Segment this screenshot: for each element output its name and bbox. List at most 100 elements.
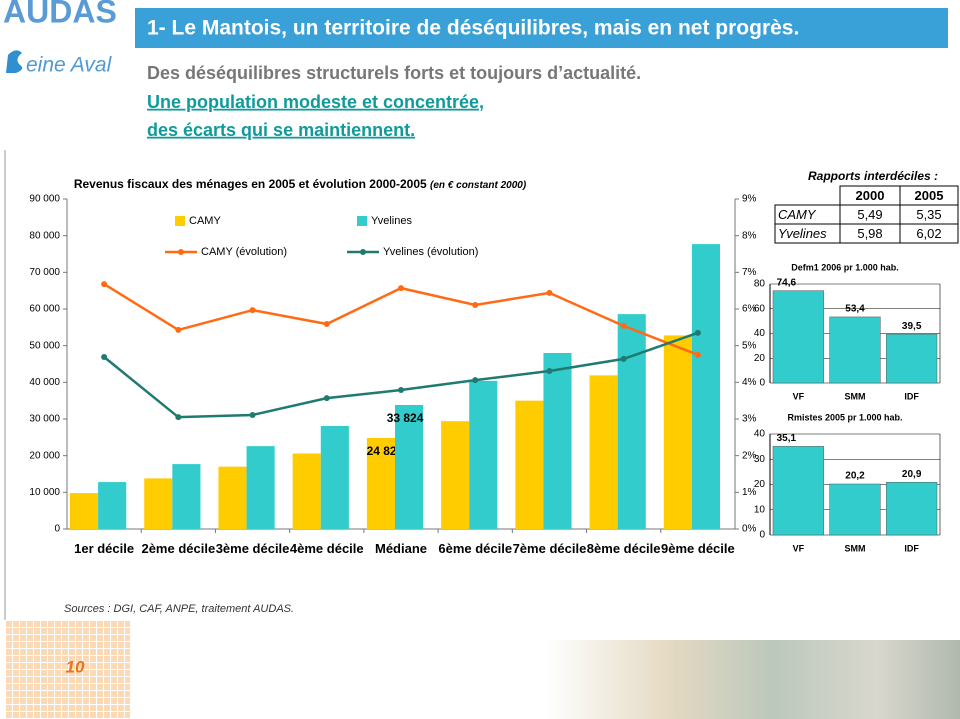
y-tick-label: 10 [754, 504, 766, 515]
bar [886, 333, 938, 384]
table-cell [899, 223, 959, 244]
y-tick-label: 70 000 [29, 267, 60, 278]
bar [772, 290, 824, 384]
y2-tick-label: 4% [742, 377, 757, 388]
y-tick-label: 60 [754, 303, 766, 314]
x-tick-label: VF [793, 543, 805, 553]
y-tick-label: 0 [759, 378, 765, 389]
chart-subtitle: (en € constant 2000) [430, 180, 527, 191]
bar [691, 244, 720, 529]
chart-title: Rmistes 2005 pr 1.000 hab. [787, 412, 902, 422]
bar [772, 446, 824, 536]
table-header: 2005 [915, 188, 944, 203]
line-point [398, 387, 404, 394]
y-tick-label: 0 [759, 530, 765, 541]
table-value: 5,98 [857, 226, 882, 241]
chart-title: Revenus fiscaux des ménages en 2005 et é… [74, 177, 427, 191]
bar [395, 404, 424, 529]
photo-strip [545, 640, 960, 719]
x-tick-label: IDF [904, 391, 919, 401]
legend-point [178, 249, 184, 255]
page-number: 10 [66, 657, 85, 676]
line-point [175, 326, 182, 333]
y-tick-label: 40 [754, 429, 766, 440]
legend-label: CAMY [189, 215, 221, 227]
legend-point [360, 249, 366, 255]
line-point [694, 351, 701, 358]
bar [515, 400, 544, 529]
bar [829, 483, 881, 536]
logo-mark [6, 50, 23, 73]
table-value: 5,35 [916, 207, 941, 222]
value-label: 53,4 [845, 304, 865, 315]
y2-tick-label: 5% [742, 340, 757, 351]
x-tick-label: 1er décile [74, 541, 135, 556]
y-tick-label: 80 [754, 279, 766, 290]
line-point [101, 354, 108, 361]
y-tick-label: 90 000 [29, 194, 60, 205]
bar [663, 335, 692, 529]
value-label: 20,2 [845, 471, 865, 482]
x-tick-label: 7ème décile [512, 541, 587, 556]
x-tick-label: 8ème décile [586, 541, 661, 556]
x-tick-label: SMM [845, 543, 866, 553]
y2-tick-label: 0% [742, 524, 757, 535]
y-tick-label: 60 000 [29, 304, 60, 315]
legend-label: CAMY (évolution) [201, 246, 287, 258]
y-tick-label: 30 000 [29, 414, 60, 425]
value-label: 39,5 [902, 321, 922, 332]
x-tick-label: SMM [845, 391, 866, 401]
y-tick-label: 20 [754, 353, 766, 364]
bar [218, 466, 247, 529]
y2-tick-label: 1% [742, 487, 757, 498]
bar [320, 425, 349, 529]
chart-title: Revenus fiscaux des ménages en 2005 et é… [74, 177, 527, 191]
value-label: 24 824 [367, 444, 404, 458]
table-value: 5,49 [857, 207, 882, 222]
bar [172, 464, 201, 529]
value-label: 74,6 [777, 277, 797, 288]
y-tick-label: 20 000 [29, 450, 60, 461]
table-row-label: Yvelines [778, 226, 827, 241]
line-point [620, 355, 627, 362]
x-tick-label: VF [793, 391, 805, 401]
line-point [323, 321, 330, 328]
bar [469, 380, 498, 529]
bar [886, 481, 938, 536]
legend-label: Yvelines (évolution) [383, 246, 478, 258]
logo2: eine Aval [26, 54, 113, 77]
y-tick-label: 50 000 [29, 340, 60, 351]
y2-tick-label: 2% [742, 450, 757, 461]
legend-swatch [175, 216, 185, 226]
y-tick-label: 80 000 [29, 230, 60, 241]
bar [70, 493, 99, 529]
table-header: 2000 [856, 188, 885, 203]
y-tick-label: 30 [754, 454, 766, 465]
bar [617, 314, 646, 529]
y2-tick-label: 9% [742, 194, 757, 205]
highlight: des écarts qui se maintiennent. [147, 120, 415, 140]
line-point [546, 367, 553, 374]
line-point [398, 285, 404, 292]
x-tick-label: 4ème décile [289, 541, 364, 556]
table-value: 6,02 [916, 226, 941, 241]
highlight: Une population modeste et concentrée, [147, 92, 484, 112]
line-point [472, 377, 479, 384]
line-point [249, 307, 256, 314]
legend-swatch [357, 216, 367, 226]
decoration [5, 620, 130, 719]
bar [246, 446, 275, 529]
line-point [249, 411, 256, 418]
x-tick-label: 3ème décile [215, 541, 290, 556]
value-label: 33 824 [387, 411, 424, 425]
y-tick-label: 40 000 [29, 377, 60, 388]
slide-title: 1- Le Mantois, un territoire de déséquil… [147, 17, 799, 40]
bar [829, 316, 881, 384]
bar [441, 421, 470, 529]
x-tick-label: 6ème décile [438, 541, 513, 556]
y2-tick-label: 6% [742, 304, 757, 315]
bar [98, 482, 127, 529]
line-point [694, 329, 701, 336]
bar [292, 453, 321, 529]
